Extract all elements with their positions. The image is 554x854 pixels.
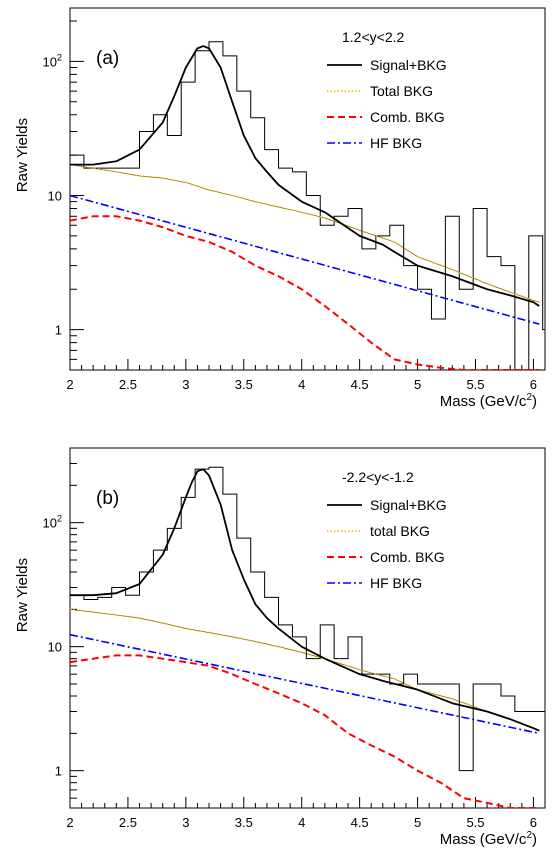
x-tick-label: 2.5 <box>119 815 137 830</box>
x-tick-label: 2 <box>66 815 73 830</box>
x-tick-label: 3.5 <box>235 377 253 392</box>
legend-label-data: Signal+BKG <box>370 497 447 513</box>
data-histogram <box>70 41 545 370</box>
x-tick-label: 4 <box>298 377 305 392</box>
legend-label-hf: HF BKG <box>370 135 422 151</box>
plot-area <box>70 466 545 808</box>
x-axis-label: Mass (GeV/c2) <box>440 830 537 848</box>
y-tick-label: 1 <box>55 323 62 338</box>
x-tick-label: 3 <box>182 815 189 830</box>
legend-label-comb: Comb. BKG <box>370 549 445 565</box>
legend-label-total: total BKG <box>370 523 430 539</box>
series-line-hf <box>70 194 540 325</box>
legend-title: 1.2<y<2.2 <box>342 29 404 45</box>
data-histogram <box>70 466 545 808</box>
x-axis-label: Mass (GeV/c2) <box>440 392 537 410</box>
y-axis-label: Raw Yields <box>14 118 31 192</box>
panel-label: (a) <box>96 48 119 69</box>
legend-label-comb: Comb. BKG <box>370 109 445 125</box>
x-tick-label: 6 <box>530 815 537 830</box>
panel-label: (b) <box>96 488 119 509</box>
x-tick-label: 5.5 <box>466 377 484 392</box>
x-tick-label: 5 <box>414 815 421 830</box>
y-tick-label: 102 <box>43 52 62 69</box>
series-line-comb <box>70 654 540 808</box>
x-tick-label: 2 <box>66 377 73 392</box>
plot-frame <box>69 447 546 809</box>
legend-label-data: Signal+BKG <box>370 57 447 73</box>
series-line-total <box>70 608 540 732</box>
x-tick-label: 2.5 <box>119 377 137 392</box>
y-tick-label: 1 <box>55 764 62 779</box>
y-axis-label: Raw Yields <box>14 558 31 632</box>
x-tick-label: 3.5 <box>235 815 253 830</box>
panel-a: 2 2.5 3 3.5 4 4.5 5 5.5 6 1 10 102 Mass (GeV/c2) Raw … <box>14 7 546 410</box>
x-tick-label: 4.5 <box>351 377 369 392</box>
series-line-total <box>70 163 540 304</box>
panel-b: 2 2.5 3 3.5 4 4.5 5 5.5 6 1 10 102 Mass (GeV/c2) Raw … <box>14 447 546 848</box>
series-line-data <box>70 45 540 307</box>
legend-label-total: Total BKG <box>370 83 433 99</box>
y-tick-label: 102 <box>43 514 62 531</box>
x-tick-label: 5 <box>414 377 421 392</box>
series-line-hf <box>70 633 540 735</box>
series-line-comb <box>70 215 540 370</box>
series-line-data <box>70 468 540 732</box>
legend-label-hf: HF BKG <box>370 575 422 591</box>
x-tick-label: 4.5 <box>351 815 369 830</box>
plot-frame <box>69 7 546 371</box>
plot-area <box>70 41 545 370</box>
x-tick-label: 5.5 <box>466 815 484 830</box>
x-tick-label: 3 <box>182 377 189 392</box>
y-tick-label: 10 <box>48 188 62 203</box>
legend-title: -2.2<y<-1.2 <box>342 469 414 485</box>
x-tick-label: 6 <box>530 377 537 392</box>
y-tick-label: 10 <box>48 640 62 655</box>
series-line-total-core <box>70 609 540 731</box>
x-tick-label: 4 <box>298 815 305 830</box>
